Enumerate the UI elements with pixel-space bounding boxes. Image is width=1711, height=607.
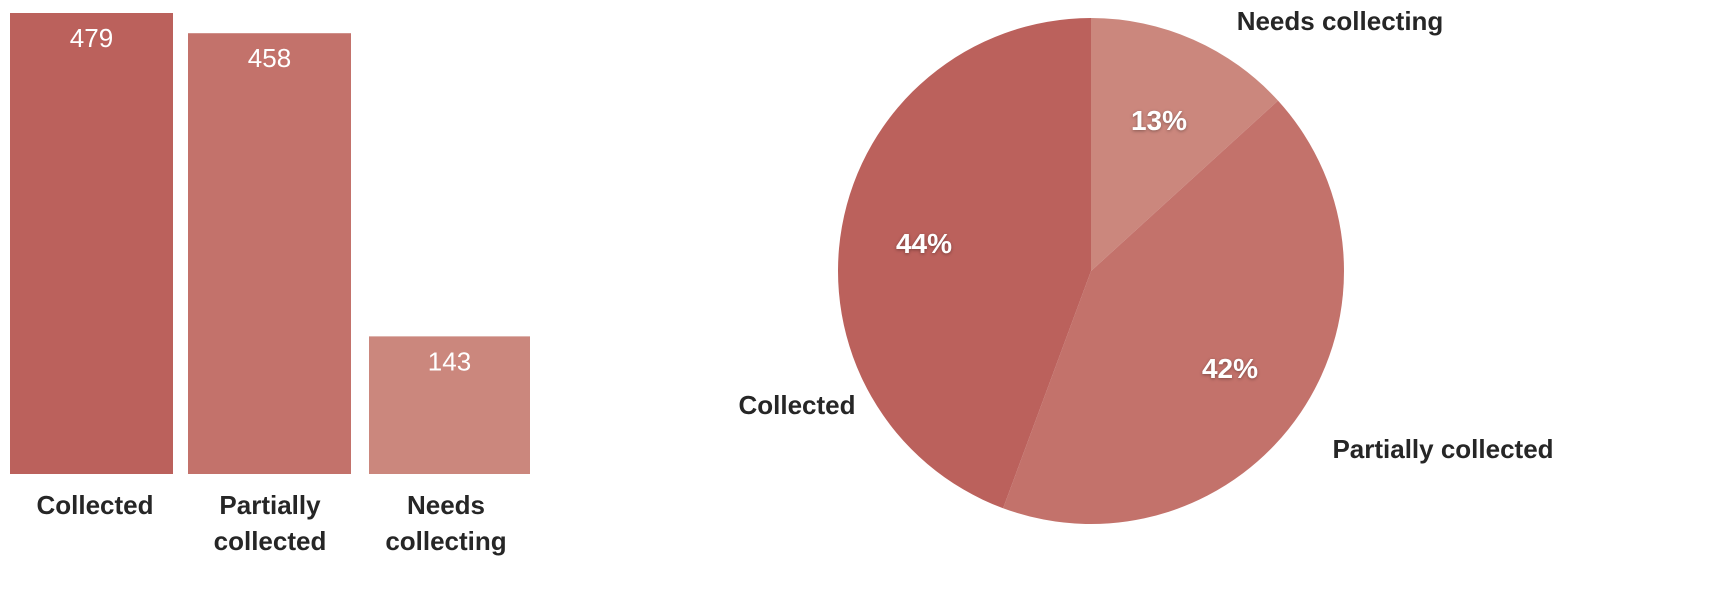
category-label-needs-collecting: Needs collecting (385, 490, 506, 556)
pie-slice-collected (837, 18, 1091, 509)
category-label-collected: Collected (36, 490, 153, 520)
pie-category-label-partially-collected: Partially collected (1332, 434, 1553, 464)
pie-percent-label-partially-collected: 42% (1202, 353, 1258, 384)
pie-category-label-needs-collecting: Needs collecting (1237, 6, 1444, 36)
category-label-line: Collected (36, 490, 153, 520)
pie-slice-partially-collected (1003, 100, 1345, 525)
category-label-partially-collected: Partially collected (214, 490, 327, 556)
pie-percent-label-collected: 44% (896, 228, 952, 259)
category-label-line: collected (214, 526, 327, 556)
bar-chart: 479 Collected 458 Partially collected 143 Need… (10, 13, 530, 556)
category-label-line: collecting (385, 526, 506, 556)
bar-value-label-partially-collected: 458 (248, 43, 291, 73)
pie-percent-label-needs-collecting: 13% (1131, 105, 1187, 136)
bar-collected (10, 13, 173, 474)
bar-needs-collecting (369, 336, 530, 474)
category-label-line: Needs (407, 490, 485, 520)
bar-value-label-needs-collecting: 143 (428, 346, 471, 376)
category-label-line: Partially (219, 490, 321, 520)
pie-category-label-collected: Collected (738, 390, 855, 420)
bar-value-label-collected: 479 (70, 23, 113, 53)
pie-slice-needs-collecting (1091, 18, 1279, 271)
pie-chart: 13% Needs collecting 42% Partially collecte… (738, 6, 1554, 525)
bar-partially-collected (188, 33, 351, 475)
